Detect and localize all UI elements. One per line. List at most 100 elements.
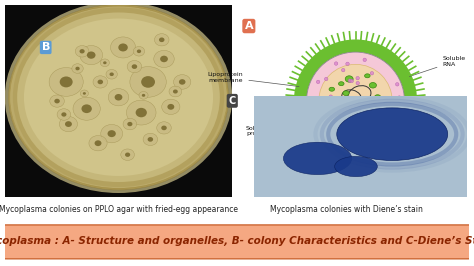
Circle shape <box>93 76 108 88</box>
Ellipse shape <box>343 91 349 95</box>
Circle shape <box>366 97 370 101</box>
Circle shape <box>283 142 352 174</box>
Circle shape <box>9 5 228 190</box>
Circle shape <box>75 45 89 57</box>
Text: C: C <box>228 96 236 106</box>
Circle shape <box>313 117 316 120</box>
Circle shape <box>61 49 176 146</box>
Ellipse shape <box>367 112 375 118</box>
FancyBboxPatch shape <box>0 225 474 259</box>
Circle shape <box>103 61 107 64</box>
Text: Ribosome: Ribosome <box>357 137 388 163</box>
Circle shape <box>88 71 149 123</box>
Circle shape <box>133 47 145 56</box>
Circle shape <box>167 104 174 110</box>
Circle shape <box>307 52 404 150</box>
Circle shape <box>139 92 148 99</box>
Circle shape <box>49 68 83 96</box>
Circle shape <box>114 93 123 101</box>
Circle shape <box>100 59 109 66</box>
Circle shape <box>327 100 330 104</box>
Circle shape <box>27 20 210 174</box>
Circle shape <box>103 84 134 111</box>
Circle shape <box>57 109 71 120</box>
Circle shape <box>169 86 182 97</box>
Ellipse shape <box>345 76 353 82</box>
Circle shape <box>307 52 404 150</box>
Circle shape <box>363 58 366 61</box>
Circle shape <box>118 43 128 51</box>
Circle shape <box>54 43 183 152</box>
Circle shape <box>89 136 107 151</box>
Circle shape <box>115 94 122 101</box>
Circle shape <box>108 130 116 137</box>
Circle shape <box>73 59 164 136</box>
Circle shape <box>12 8 225 187</box>
Circle shape <box>147 137 153 142</box>
Circle shape <box>337 108 447 160</box>
Text: Lipoprotein
membrane: Lipoprotein membrane <box>208 72 299 86</box>
Circle shape <box>159 38 164 42</box>
Ellipse shape <box>369 82 376 88</box>
Circle shape <box>136 108 147 117</box>
Circle shape <box>75 67 80 70</box>
Circle shape <box>130 66 166 97</box>
Text: Mycoplasma colonies on PPLO agar with fried-egg appearance: Mycoplasma colonies on PPLO agar with fr… <box>0 205 238 214</box>
Circle shape <box>349 113 353 116</box>
Circle shape <box>107 87 130 107</box>
Circle shape <box>61 112 66 117</box>
Text: B: B <box>42 43 50 52</box>
Circle shape <box>127 100 156 125</box>
Circle shape <box>123 118 137 130</box>
Circle shape <box>5 2 232 193</box>
Circle shape <box>334 62 338 65</box>
Circle shape <box>31 24 206 171</box>
Circle shape <box>80 90 89 97</box>
Ellipse shape <box>329 87 335 91</box>
Circle shape <box>35 27 202 168</box>
Circle shape <box>398 96 401 99</box>
Circle shape <box>336 103 340 106</box>
Circle shape <box>333 99 336 103</box>
Circle shape <box>343 139 346 143</box>
Circle shape <box>128 122 132 126</box>
Circle shape <box>356 81 359 85</box>
Circle shape <box>83 92 86 95</box>
Circle shape <box>317 80 320 84</box>
Ellipse shape <box>365 74 370 78</box>
Circle shape <box>80 65 157 130</box>
Circle shape <box>141 76 155 88</box>
Circle shape <box>69 55 168 139</box>
Circle shape <box>143 133 158 146</box>
Circle shape <box>350 79 354 83</box>
Circle shape <box>91 74 146 120</box>
Circle shape <box>368 111 372 115</box>
Circle shape <box>95 78 142 117</box>
Circle shape <box>110 37 136 58</box>
Circle shape <box>160 56 168 62</box>
Circle shape <box>72 64 83 73</box>
Circle shape <box>337 118 341 121</box>
Circle shape <box>16 11 221 184</box>
Circle shape <box>108 89 129 106</box>
Circle shape <box>95 140 101 146</box>
Circle shape <box>50 95 64 107</box>
Circle shape <box>106 69 118 79</box>
Circle shape <box>20 14 217 180</box>
Circle shape <box>155 34 169 46</box>
Circle shape <box>342 101 346 105</box>
Circle shape <box>386 102 389 105</box>
Text: A: A <box>245 21 253 31</box>
Circle shape <box>385 133 389 137</box>
Text: Mycoplasma : A- Structure and organelles, B- colony Characteristics and C-Diene’: Mycoplasma : A- Structure and organelles… <box>0 236 474 246</box>
Circle shape <box>127 60 142 73</box>
Ellipse shape <box>374 95 381 99</box>
Circle shape <box>325 77 328 81</box>
Circle shape <box>346 106 350 110</box>
Circle shape <box>60 76 73 88</box>
Circle shape <box>179 79 185 85</box>
Ellipse shape <box>332 105 339 110</box>
Ellipse shape <box>354 122 361 127</box>
Circle shape <box>328 104 331 107</box>
Circle shape <box>335 156 377 177</box>
